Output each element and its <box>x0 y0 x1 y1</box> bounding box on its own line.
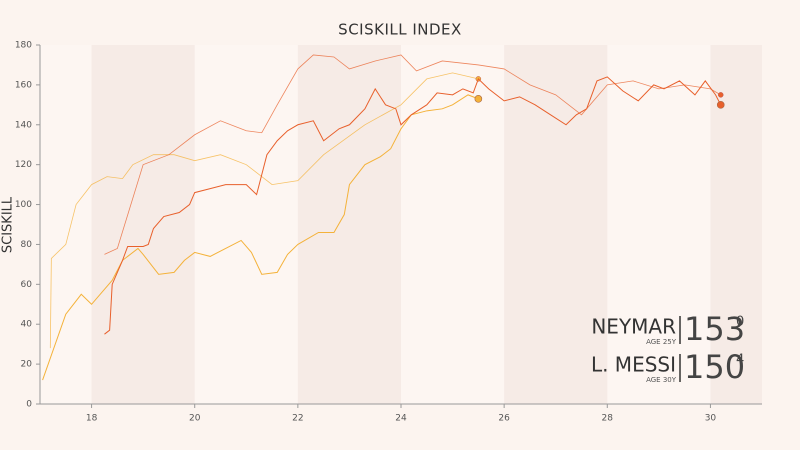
end-dot <box>474 95 483 103</box>
band <box>504 45 608 404</box>
y-tick-label: 180 <box>15 41 32 51</box>
y-tick-label: 140 <box>15 120 32 130</box>
x-tick-label: 30 <box>705 414 717 424</box>
legend-decimal: 4 <box>736 353 744 368</box>
legend-age: AGE 25Y <box>646 338 677 346</box>
x-tick-label: 24 <box>395 414 407 424</box>
y-axis-label: SCISKILL <box>1 196 16 253</box>
x-tick-label: 28 <box>602 414 614 424</box>
plot-background <box>40 45 762 404</box>
line <box>104 76 722 335</box>
x-tick-label: 20 <box>189 414 201 424</box>
legend-score: 150 <box>684 348 745 386</box>
legend-age: AGE 30Y <box>646 376 677 384</box>
x-tick-label: 26 <box>498 414 510 424</box>
y-tick-label: 0 <box>26 400 32 410</box>
y-tick-label: 60 <box>21 280 33 290</box>
y-tick-label: 160 <box>15 80 32 90</box>
x-tick-label: 22 <box>292 414 303 424</box>
chart-title: SCISKILL INDEX <box>338 21 462 39</box>
trend-end-dot <box>717 92 724 98</box>
x-tick-label: 18 <box>86 414 98 424</box>
y-tick-label: 80 <box>21 240 33 250</box>
y-tick-label: 100 <box>15 200 32 210</box>
trend-line <box>104 54 721 255</box>
legend-decimal: 0 <box>736 315 744 330</box>
legend-name: L. MESSI <box>591 353 676 377</box>
band <box>91 45 195 404</box>
legend-score: 153 <box>684 310 745 348</box>
trend-line <box>49 72 479 349</box>
y-tick-label: 120 <box>15 160 32 170</box>
end-dot <box>716 101 725 109</box>
line <box>42 94 479 381</box>
y-tick-label: 20 <box>21 360 33 370</box>
legend-name: NEYMAR <box>591 315 676 339</box>
y-tick-label: 40 <box>21 320 33 330</box>
band <box>297 45 401 404</box>
